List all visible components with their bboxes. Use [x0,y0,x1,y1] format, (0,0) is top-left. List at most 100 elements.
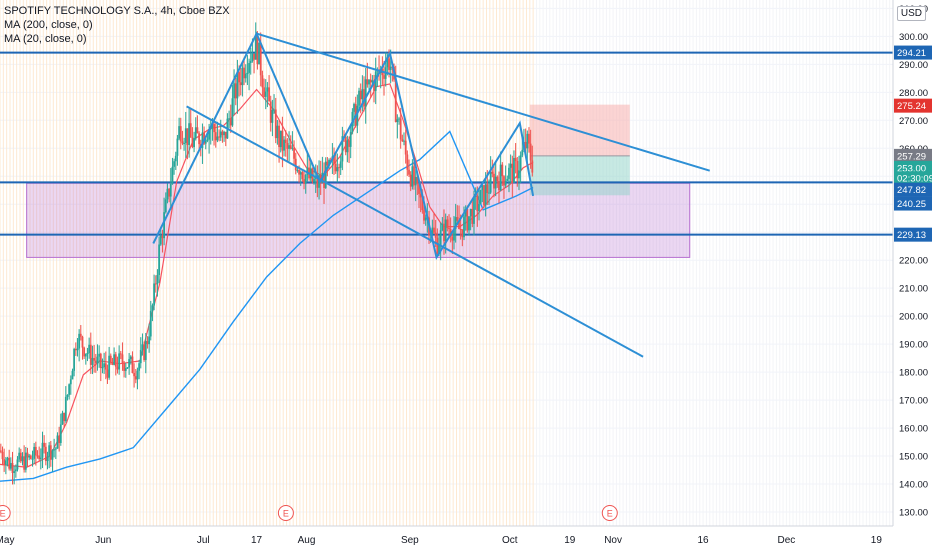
candle-body [59,424,62,443]
candle-body [161,235,164,239]
candle-body [198,133,200,145]
candle-body [399,118,402,140]
candle-body [63,412,66,421]
candle-body [76,348,79,351]
candle-body [83,347,86,357]
ma20-legend[interactable]: MA (20, close, 0) [4,33,87,45]
candle-body [416,176,419,184]
candle-body [216,136,219,141]
candle-body [276,125,279,139]
candle-body [213,124,215,133]
candle-body [128,359,131,368]
candle-body [304,174,307,184]
candle-body [229,118,232,126]
candle-body [58,435,61,443]
price-label-box [894,227,932,242]
price-tick-label: 130.00 [899,508,928,519]
price-tick-label: 270.00 [899,116,928,127]
candle-body [524,141,527,149]
candle-body [184,128,187,144]
candle-body [39,457,42,460]
candle-body [124,368,127,371]
candle-body [324,161,327,188]
candle-body [431,227,434,234]
price-tick-label: 290.00 [899,60,928,71]
candle-body [303,179,305,184]
candle-body [486,184,489,193]
candle-body [414,176,417,186]
candle-body [43,442,46,447]
candle-body [466,208,469,231]
candle-body [73,348,76,371]
candle-body [251,53,254,61]
candle-body [444,219,447,242]
candle-body [296,170,299,172]
candle-body [104,363,107,370]
candle-body [196,127,199,134]
candle-body [156,274,159,285]
candle-body [48,445,51,457]
candle-body [291,147,294,149]
symbol-title[interactable]: SPOTIFY TECHNOLOGY S.A., 4h, Cboe BZX [4,5,230,17]
candle-body [281,130,284,151]
candle-body [69,379,72,385]
candle-body [511,163,514,183]
candle-body [153,283,156,306]
candle-body [458,220,460,230]
trend-line [256,32,711,172]
candle-body [531,160,534,173]
candle-body [334,163,337,172]
candle-body [273,109,275,111]
price-label-box [894,45,932,60]
earnings-marker [277,505,294,521]
candle-body [436,237,439,255]
candle-body [99,353,102,369]
candle-body [278,125,280,148]
zone-layer [0,51,893,258]
candle-body [476,195,479,212]
candle-body [189,123,192,138]
candle-body [453,228,455,241]
price-tick-label: 180.00 [899,368,928,379]
candle-body [66,394,69,397]
time-tick-label: 16 [698,535,710,546]
candle-body [114,354,117,367]
candle-body [33,446,36,459]
candle-body [38,455,41,460]
candle-body [233,83,235,99]
candle-body [108,355,111,378]
candle-body [8,457,11,469]
candle-body [44,446,47,462]
candle-body [481,185,484,191]
ma200-legend[interactable]: MA (200, close, 0) [4,19,93,31]
candle-body [228,118,230,120]
candle-body [143,344,146,360]
earnings-marker-label: E [283,509,289,519]
candle-body [261,75,264,88]
candle-body [41,442,44,458]
take-profit-zone [529,155,630,196]
candle-body [413,166,415,186]
candle-body [239,82,242,86]
candle-body [438,245,440,255]
price-label-box [894,171,932,186]
price-tick-label: 190.00 [899,340,928,351]
earnings-marker [0,505,11,521]
candle-body [149,310,152,337]
candle-body [168,188,171,197]
candle-body [459,229,462,231]
candle-body [24,452,27,470]
candle-body [68,384,71,395]
currency-label[interactable]: USD [896,6,926,21]
candle-body [236,72,239,99]
candle-body [411,166,414,187]
price-label-text: 257.29 [897,151,926,162]
candle-body [118,353,121,370]
candle-body [333,156,335,164]
candle-body [154,283,157,285]
candle-body [433,227,435,233]
candle-body [463,216,465,238]
candle-body [126,367,129,369]
